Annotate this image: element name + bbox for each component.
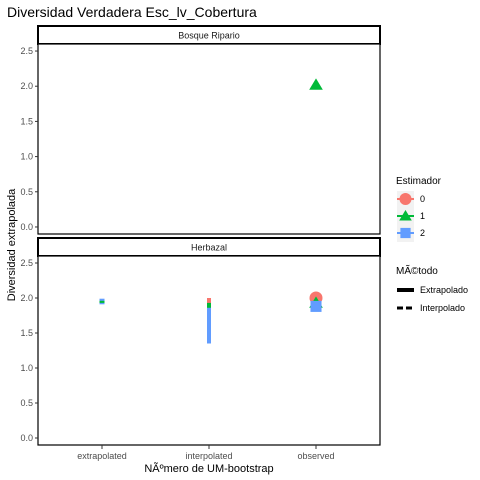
legend-label-1: 1	[420, 211, 425, 221]
plot-area-herbazal	[37, 255, 381, 446]
plot-area-bosque-ripario	[37, 43, 381, 235]
legend-metodo-title: MÃ©todo	[396, 264, 438, 277]
chart-title: Diversidad Verdadera Esc_lv_Cobertura	[7, 4, 257, 20]
strip-label-bosque-ripario: Bosque Ripario	[178, 31, 240, 41]
legend-label-0: 0	[420, 194, 425, 204]
y-tick-label: 2.0	[20, 81, 33, 91]
y-tick-label: 2.5	[20, 258, 33, 268]
y-tick-label: 0.5	[20, 187, 33, 197]
y-tick-label: 0.0	[20, 433, 33, 443]
legend-estimador-keys: 0 1 2	[397, 191, 425, 242]
legend-label-metodo: Interpolado	[420, 303, 465, 313]
panel-bosque-ripario: Bosque Ripario 0.0 0.5 1.0 1.5 2.0 2.5	[20, 25, 381, 235]
x-axis-title: NÃºmero de UM-bootstrap	[144, 462, 273, 475]
y-axis-bosque-ripario: 0.0 0.5 1.0 1.5 2.0 2.5	[20, 46, 38, 232]
y-axis-herbazal: 0.0 0.5 1.0 1.5 2.0 2.5	[20, 258, 38, 443]
marks-herbazal	[99, 291, 323, 344]
panel-herbazal: Herbazal 0.0 0.5 1.0 1.5 2.0 2.5	[20, 237, 381, 446]
x-tick-label: extrapolated	[77, 451, 127, 461]
data-point-2-observed	[310, 300, 322, 312]
x-tick-label: interpolated	[185, 451, 232, 461]
y-tick-label: 2.5	[20, 46, 33, 56]
y-tick-label: 2.0	[20, 293, 33, 303]
marks-bosque-ripario	[309, 78, 323, 90]
legend-estimador-title: Estimador	[396, 176, 442, 187]
y-tick-label: 1.5	[20, 116, 33, 126]
data-point-1-observed	[309, 78, 323, 90]
y-axis-title: Diversidad extrapolada	[6, 188, 18, 301]
y-tick-label: 1.5	[20, 328, 33, 338]
legend-label-metodo: Extrapolado	[420, 285, 468, 295]
legend-key-1	[399, 210, 412, 221]
legend-estimador: Estimador 0 1 2	[396, 176, 442, 242]
x-tick-label: observed	[297, 451, 334, 461]
y-tick-label: 1.0	[20, 152, 33, 162]
y-tick-label: 1.0	[20, 363, 33, 373]
strip-label-herbazal: Herbazal	[191, 243, 227, 253]
y-tick-label: 0.0	[20, 222, 33, 232]
legend-label-2: 2	[420, 228, 425, 238]
legend-metodo-keys: Extrapolado Interpolado	[397, 285, 468, 313]
y-tick-label: 0.5	[20, 398, 33, 408]
legend-key-0	[399, 193, 412, 205]
legend-key-2	[400, 227, 411, 239]
x-axis: extrapolated interpolated observed	[77, 445, 335, 461]
legend-metodo: MÃ©todo Extrapolado Interpolado	[396, 264, 468, 313]
